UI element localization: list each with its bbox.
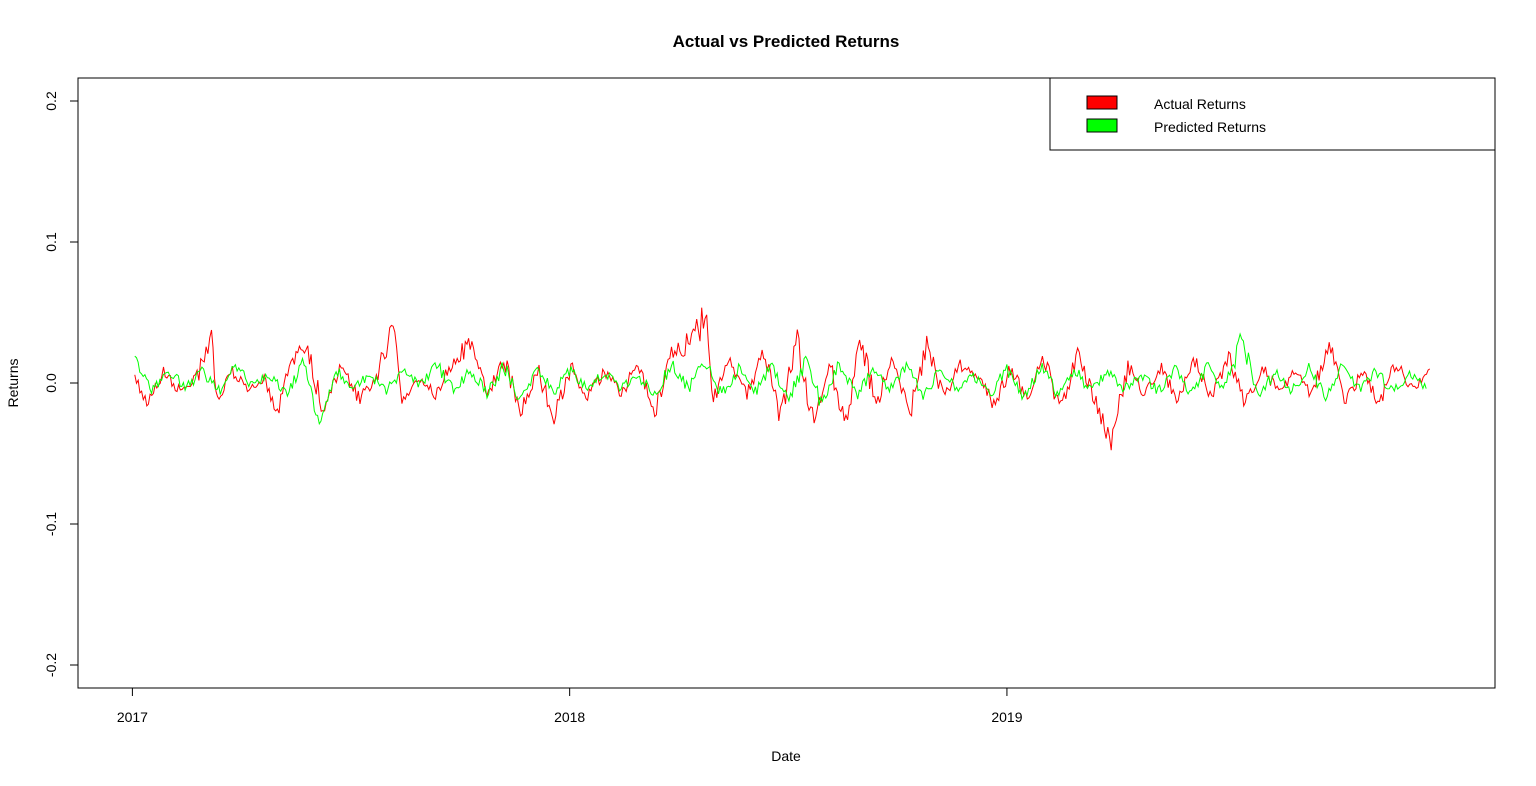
y-tick-label: 0.1 (43, 232, 59, 252)
y-tick-label: 0.0 (43, 373, 59, 393)
chart-title: Actual vs Predicted Returns (673, 32, 900, 51)
legend-swatch-predicted (1086, 118, 1118, 133)
x-tick-label: 2018 (554, 709, 585, 725)
y-axis: -0.2 -0.1 0.0 0.1 0.2 (43, 91, 79, 677)
x-axis: 2017 2018 2019 (117, 687, 1023, 725)
series-layer (134, 307, 1431, 451)
series-line-predicted (134, 332, 1427, 426)
legend: Actual Returns Predicted Returns (1049, 77, 1496, 151)
y-tick-label: -0.2 (43, 653, 59, 677)
x-tick-label: 2017 (117, 709, 148, 725)
y-tick-label: -0.1 (43, 512, 59, 536)
series-line-actual (134, 307, 1431, 451)
y-tick-label: 0.2 (43, 91, 59, 111)
legend-swatch-actual (1086, 95, 1118, 110)
legend-box (1049, 77, 1496, 151)
x-tick-label: 2019 (991, 709, 1022, 725)
legend-label-actual: Actual Returns (1154, 96, 1246, 112)
legend-label-predicted: Predicted Returns (1154, 119, 1266, 135)
x-axis-label: Date (771, 748, 801, 764)
y-axis-label: Returns (5, 358, 21, 407)
